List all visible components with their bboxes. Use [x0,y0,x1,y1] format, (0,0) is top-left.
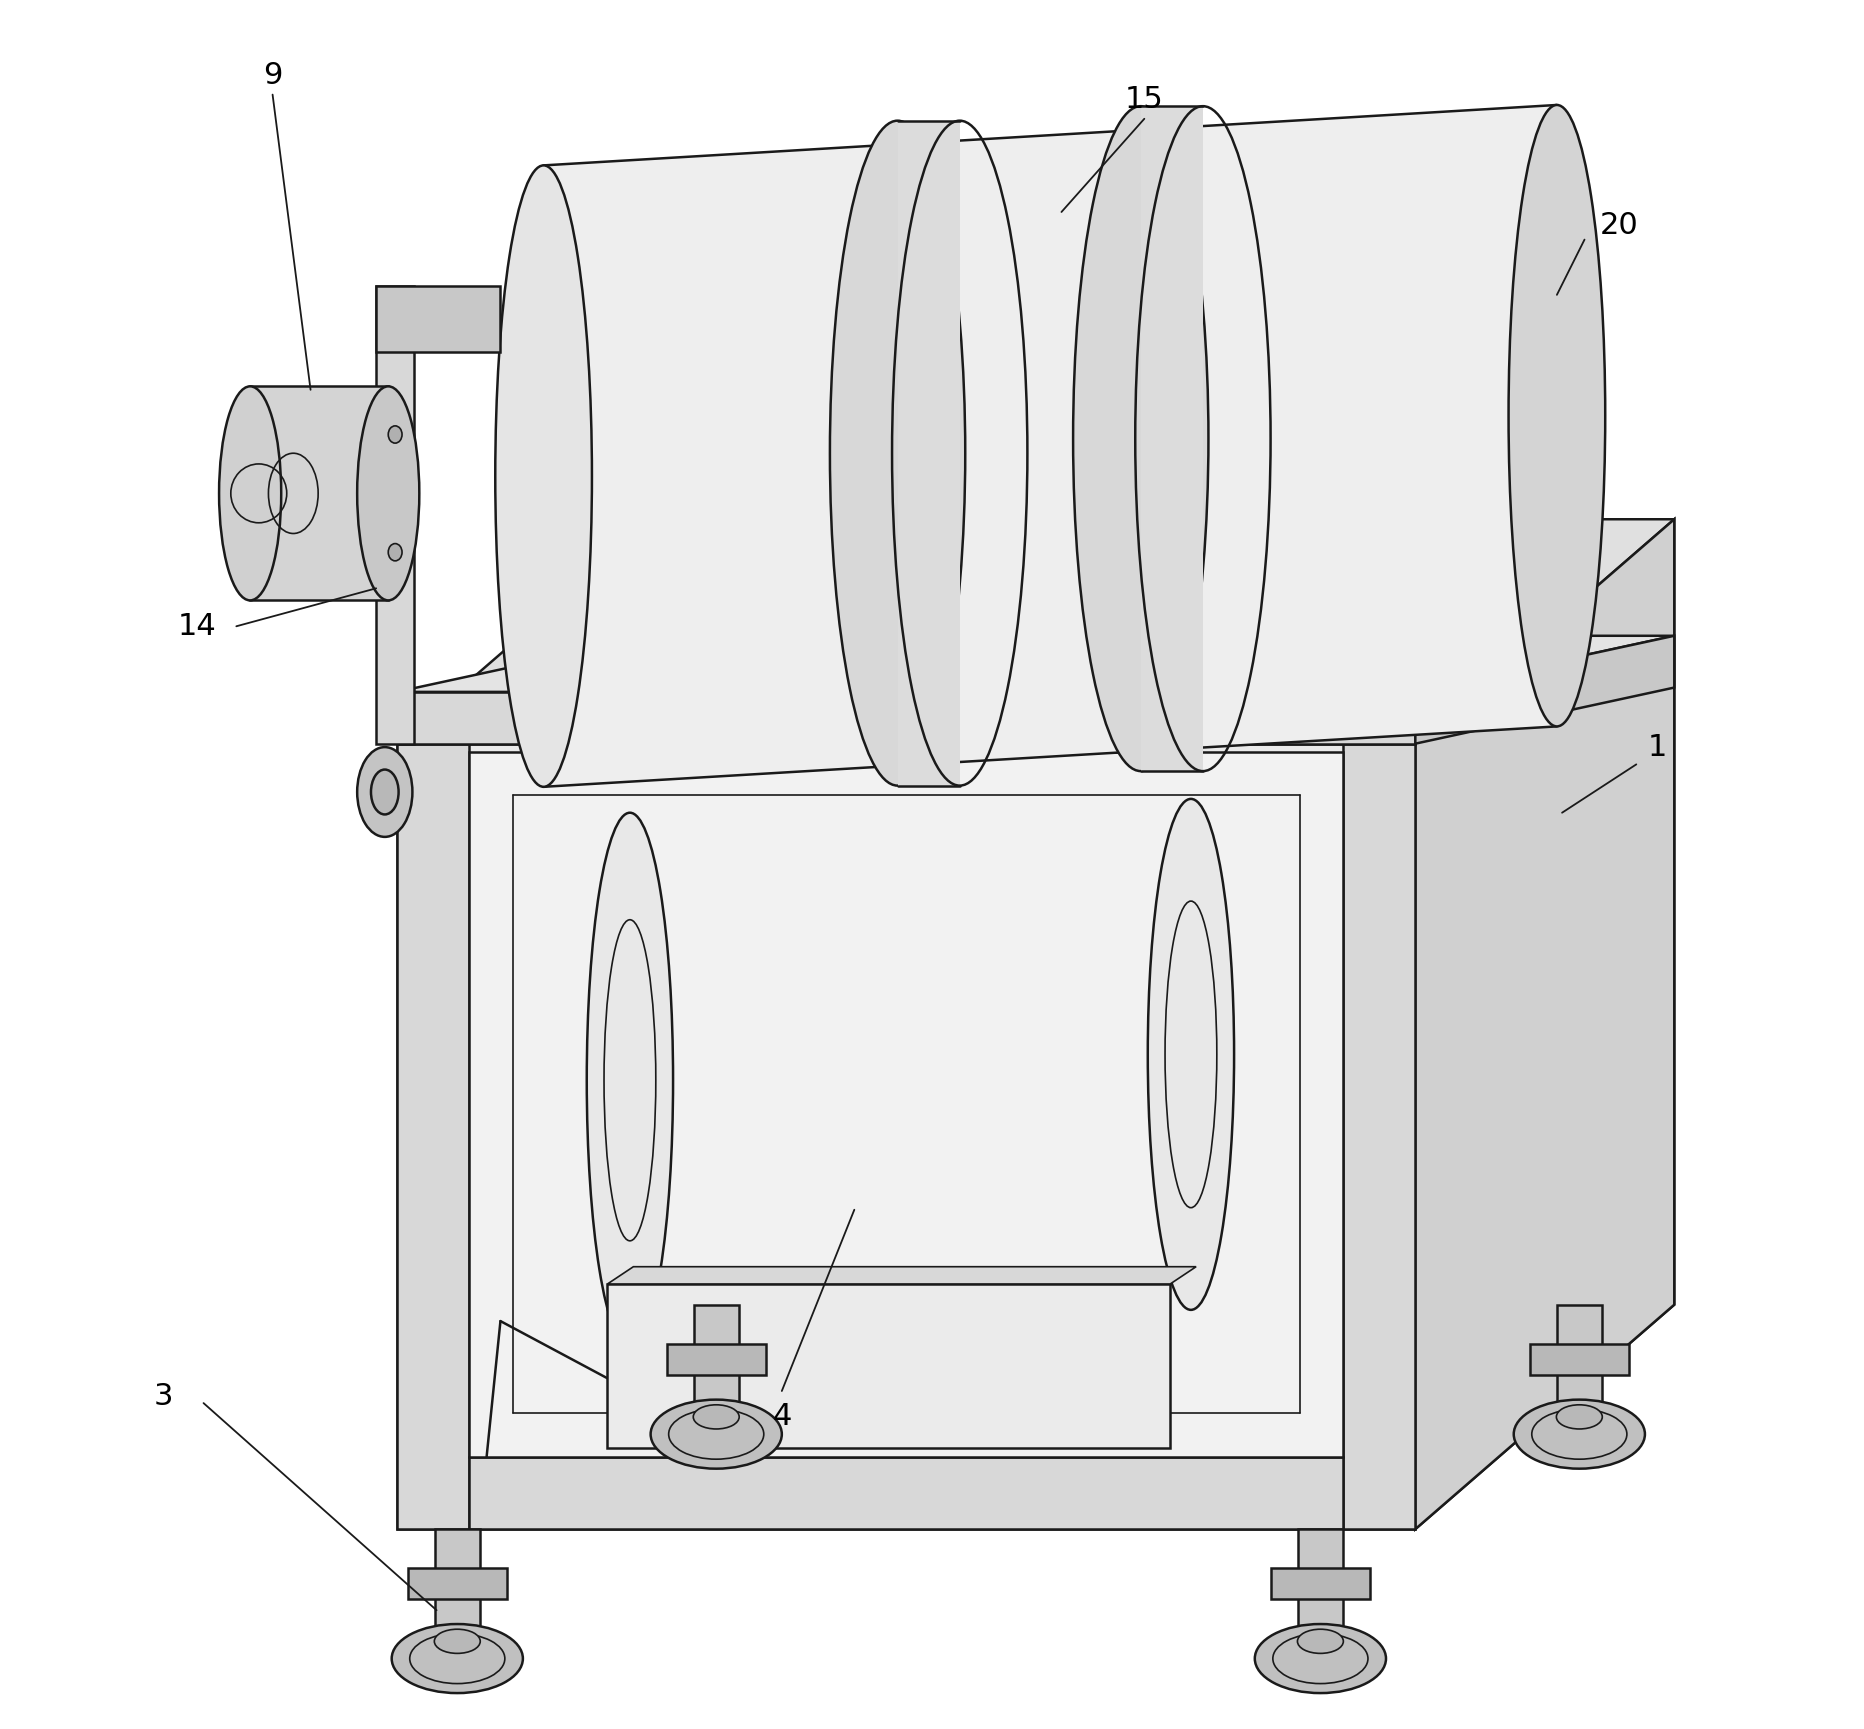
Ellipse shape [651,1400,781,1468]
Polygon shape [1342,743,1415,1528]
Ellipse shape [391,1624,524,1693]
Polygon shape [1141,105,1202,771]
Polygon shape [1530,1343,1629,1375]
Polygon shape [397,519,1674,743]
Polygon shape [1556,1305,1601,1433]
Ellipse shape [1074,105,1208,771]
Ellipse shape [1254,1624,1387,1693]
Polygon shape [1415,636,1674,743]
Polygon shape [470,1456,1342,1528]
Text: 14: 14 [177,612,216,641]
Polygon shape [608,1285,1171,1447]
Polygon shape [1415,519,1674,1528]
Ellipse shape [358,747,412,837]
Polygon shape [544,105,1556,787]
Text: 3: 3 [155,1381,173,1411]
Polygon shape [408,1568,507,1599]
Ellipse shape [371,769,399,814]
Ellipse shape [388,425,403,443]
Polygon shape [608,1267,1197,1285]
Polygon shape [397,743,470,1528]
Polygon shape [434,1528,479,1658]
Ellipse shape [388,543,403,560]
Polygon shape [693,1305,738,1433]
Polygon shape [397,636,1674,692]
Text: 15: 15 [1126,85,1163,114]
Polygon shape [1415,519,1674,1528]
Ellipse shape [358,386,419,600]
Ellipse shape [829,121,966,785]
Ellipse shape [220,386,281,600]
Ellipse shape [1508,105,1605,726]
Polygon shape [470,752,1342,1456]
Ellipse shape [693,1404,740,1428]
Polygon shape [1271,1568,1370,1599]
Polygon shape [667,1343,766,1375]
Text: 4: 4 [772,1402,792,1432]
Ellipse shape [1556,1404,1603,1428]
Text: 20: 20 [1599,211,1638,240]
Polygon shape [898,121,960,785]
Polygon shape [377,287,500,351]
Ellipse shape [1148,799,1234,1311]
Text: 1: 1 [1648,733,1666,761]
Ellipse shape [1297,1629,1344,1653]
Ellipse shape [1514,1400,1644,1468]
Polygon shape [377,287,414,743]
Polygon shape [397,743,1415,1528]
Ellipse shape [434,1629,481,1653]
Polygon shape [397,692,1415,743]
Text: 9: 9 [263,61,281,90]
Ellipse shape [587,813,673,1349]
Ellipse shape [496,166,593,787]
Polygon shape [1297,1528,1342,1658]
Polygon shape [250,386,388,600]
